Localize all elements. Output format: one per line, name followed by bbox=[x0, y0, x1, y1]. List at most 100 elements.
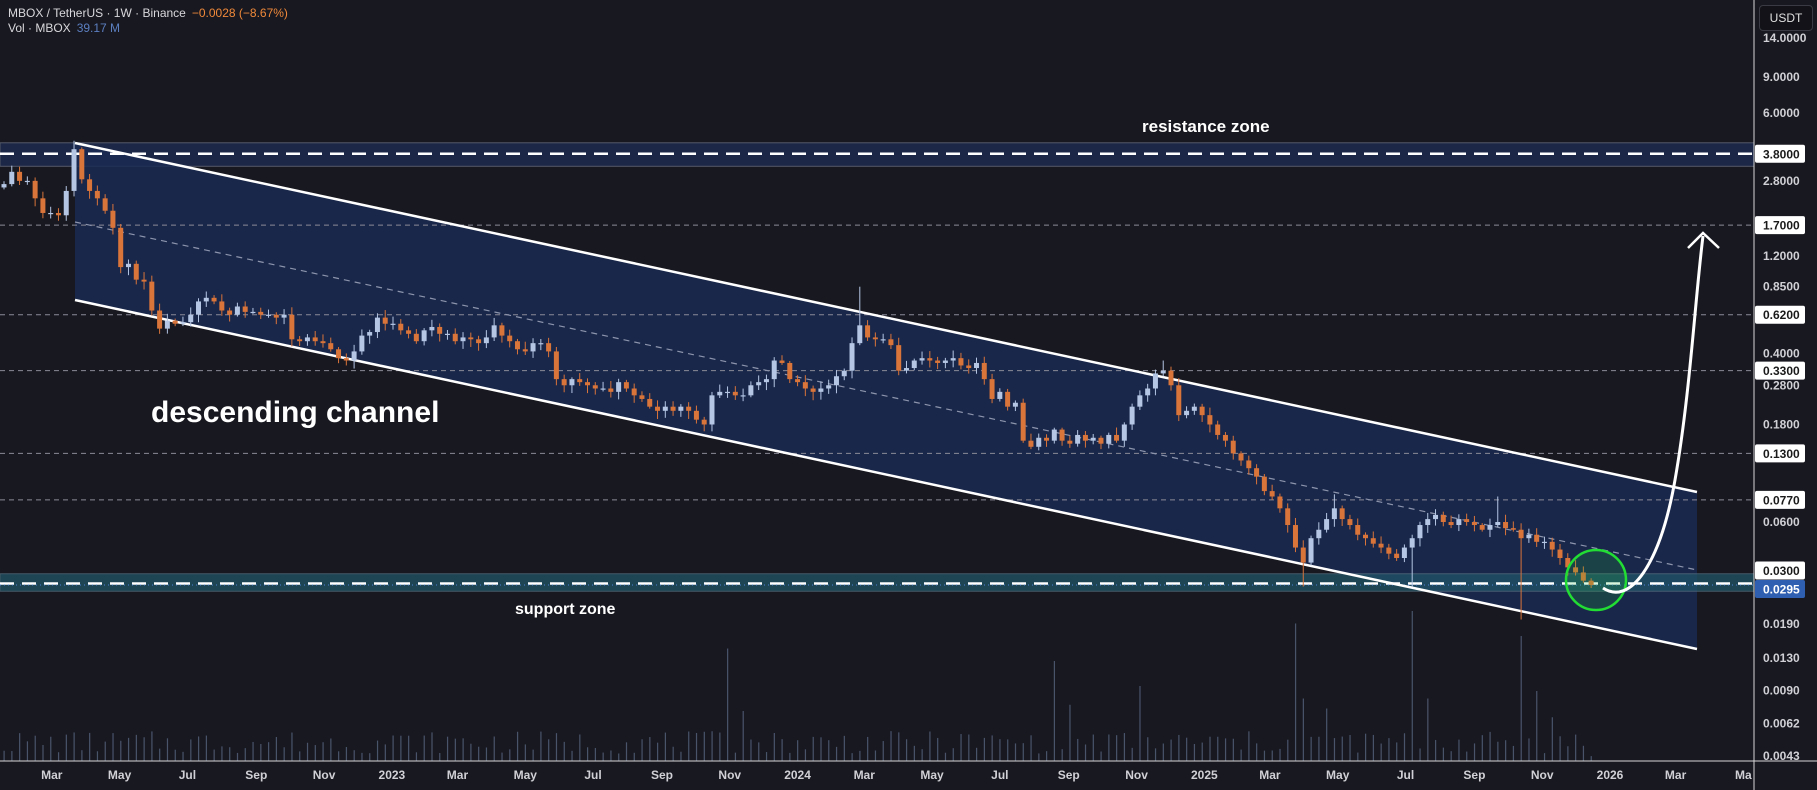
candle-body bbox=[444, 333, 450, 335]
volume-bar bbox=[1147, 737, 1149, 761]
volume-bar bbox=[680, 751, 682, 761]
candle-body bbox=[1012, 402, 1018, 407]
volume-bar bbox=[812, 736, 814, 761]
price-tick-label: 2.8000 bbox=[1763, 174, 1800, 188]
candle bbox=[94, 185, 100, 206]
volume-bar bbox=[244, 748, 246, 761]
candle bbox=[1230, 435, 1236, 460]
candle bbox=[1580, 566, 1586, 583]
candle-body bbox=[1549, 541, 1555, 550]
volume-bar bbox=[291, 732, 293, 761]
candle-body bbox=[763, 379, 769, 383]
candle-body bbox=[1433, 514, 1439, 520]
volume-bar bbox=[1365, 733, 1367, 761]
candle bbox=[343, 353, 349, 366]
volume-bar bbox=[742, 711, 744, 761]
time-tick-label: Mar bbox=[854, 768, 876, 782]
volume-bar bbox=[42, 744, 44, 761]
candle-body bbox=[997, 391, 1003, 399]
candle bbox=[273, 312, 279, 325]
candle-body bbox=[118, 227, 124, 268]
volume-bar bbox=[392, 735, 394, 761]
volume-bar bbox=[330, 738, 332, 761]
candle bbox=[1215, 420, 1221, 440]
candle-body bbox=[1137, 395, 1143, 407]
candle bbox=[1386, 543, 1392, 560]
candle bbox=[553, 346, 559, 386]
volume-bar bbox=[1380, 743, 1382, 761]
price-tick-label: 14.0000 bbox=[1763, 31, 1807, 45]
candle-body bbox=[857, 325, 863, 344]
volume-bar bbox=[1217, 736, 1219, 761]
candle-body bbox=[1090, 437, 1096, 441]
candle-body bbox=[1440, 514, 1446, 523]
volume-bar bbox=[1520, 636, 1522, 761]
candle-body bbox=[1106, 434, 1112, 444]
candle-body bbox=[87, 179, 93, 191]
candle bbox=[234, 302, 240, 317]
time-tick-label: May bbox=[514, 768, 538, 782]
volume-bar bbox=[400, 735, 402, 761]
candle-body bbox=[437, 326, 443, 334]
candle-body bbox=[234, 306, 240, 315]
volume-bar bbox=[594, 747, 596, 761]
volume-bar bbox=[695, 732, 698, 761]
candle bbox=[1425, 512, 1431, 533]
candle-body bbox=[460, 337, 466, 342]
candle-body bbox=[616, 382, 622, 392]
candle-body bbox=[935, 360, 941, 363]
candle bbox=[1207, 407, 1213, 433]
volume-bar bbox=[415, 752, 418, 761]
channel-median-line bbox=[74, 221, 1698, 571]
candle bbox=[219, 294, 225, 316]
volume-bar bbox=[104, 741, 106, 761]
candle bbox=[1503, 514, 1509, 536]
volume-bar bbox=[1310, 736, 1312, 761]
candle-body bbox=[1075, 434, 1081, 444]
currency-button[interactable]: USDT bbox=[1759, 5, 1813, 31]
candle-body bbox=[79, 149, 85, 180]
symbol-header: MBOX / TetherUS · 1W · Binance −0.0028 (−… bbox=[8, 6, 288, 20]
volume-bar bbox=[555, 733, 558, 761]
volume-bar bbox=[1038, 753, 1040, 761]
candle-body bbox=[1479, 525, 1485, 530]
candle-body bbox=[880, 339, 886, 341]
volume-bar bbox=[1450, 751, 1452, 761]
candle-body bbox=[491, 325, 497, 338]
volume-bar bbox=[944, 752, 947, 761]
candle-body bbox=[398, 323, 404, 331]
volume-bar bbox=[1271, 750, 1273, 761]
candle bbox=[896, 337, 902, 376]
volume-bar bbox=[431, 732, 433, 761]
candle bbox=[9, 165, 15, 187]
candle-body bbox=[1355, 525, 1361, 535]
candle bbox=[1222, 432, 1228, 447]
candle-body bbox=[297, 339, 303, 342]
volume-bar bbox=[1256, 743, 1258, 761]
candle-body bbox=[1487, 525, 1493, 530]
candle bbox=[748, 381, 754, 398]
candle-body bbox=[647, 398, 653, 407]
candle bbox=[802, 375, 808, 397]
volume-header: Vol · MBOX 39.17 M bbox=[8, 21, 120, 35]
candle-body bbox=[958, 358, 964, 366]
volume-bar bbox=[750, 739, 752, 761]
candle-body bbox=[1456, 519, 1462, 526]
volume-bar bbox=[1248, 731, 1250, 761]
candle-body bbox=[849, 343, 855, 371]
candle bbox=[1199, 403, 1205, 422]
candle-body bbox=[802, 382, 808, 389]
candle-body bbox=[1378, 543, 1384, 548]
candle-body bbox=[125, 263, 131, 268]
candle bbox=[250, 307, 256, 314]
resistance-zone-label: resistance zone bbox=[1142, 117, 1270, 136]
candle bbox=[608, 380, 614, 398]
volume-bar bbox=[602, 752, 604, 761]
candle bbox=[522, 341, 528, 355]
volume-bar bbox=[524, 744, 526, 761]
candle bbox=[289, 307, 295, 347]
volume-bar bbox=[1458, 739, 1460, 761]
volume-bar bbox=[1590, 756, 1592, 761]
candle-body bbox=[289, 314, 295, 340]
